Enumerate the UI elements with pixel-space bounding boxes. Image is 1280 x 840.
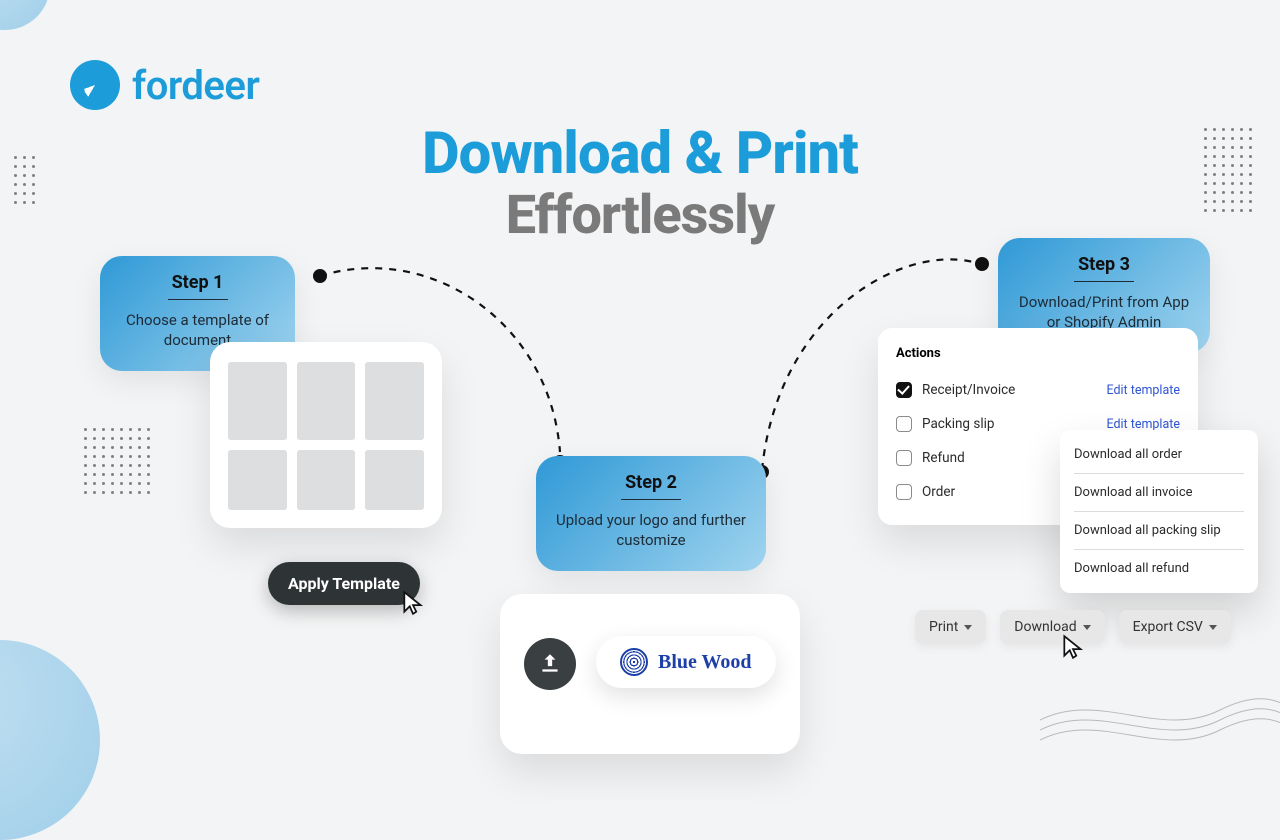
step-description: Upload your logo and further customize xyxy=(556,510,746,551)
checkbox[interactable] xyxy=(896,382,912,398)
template-tile[interactable] xyxy=(365,362,424,440)
cursor-icon xyxy=(400,590,426,616)
apply-template-button[interactable]: Apply Template xyxy=(268,562,420,605)
brand-logo: fordeer xyxy=(70,60,259,110)
chevron-down-icon xyxy=(1209,625,1217,630)
decoration-circle xyxy=(0,0,50,30)
brand-name: fordeer xyxy=(132,62,259,109)
checkbox[interactable] xyxy=(896,450,912,466)
action-row: Receipt/Invoice Edit template xyxy=(896,373,1180,407)
dropdown-item[interactable]: Download all packing slip xyxy=(1074,512,1244,550)
template-tile[interactable] xyxy=(228,362,287,440)
sample-logo-icon xyxy=(620,648,648,676)
divider xyxy=(1074,281,1134,282)
step-title: Step 3 xyxy=(1018,254,1190,275)
actions-heading: Actions xyxy=(896,346,1180,361)
dropdown-item[interactable]: Download all order xyxy=(1074,436,1244,474)
action-label: Refund xyxy=(922,450,965,466)
download-dropdown: Download all order Download all invoice … xyxy=(1060,430,1258,593)
button-label: Print xyxy=(929,619,958,635)
sample-logo-pill: Blue Wood xyxy=(596,636,776,688)
decoration-dots xyxy=(84,428,150,494)
template-picker-card xyxy=(210,342,442,528)
export-csv-button[interactable]: Export CSV xyxy=(1119,610,1231,644)
template-tile[interactable] xyxy=(365,450,424,510)
template-grid xyxy=(228,362,424,510)
template-tile[interactable] xyxy=(297,362,356,440)
button-label: Download xyxy=(1014,619,1076,635)
dropdown-item[interactable]: Download all invoice xyxy=(1074,474,1244,512)
page-title-line1: Download & Print xyxy=(0,120,1280,188)
print-button[interactable]: Print xyxy=(915,610,986,644)
divider xyxy=(168,299,228,300)
dropdown-item[interactable]: Download all refund xyxy=(1074,550,1244,587)
button-label: Export CSV xyxy=(1133,619,1203,635)
template-tile[interactable] xyxy=(228,450,287,510)
cursor-icon xyxy=(1060,634,1086,660)
checkbox[interactable] xyxy=(896,416,912,432)
step-description: Download/Print from App or Shopify Admin xyxy=(1018,292,1190,333)
action-label: Packing slip xyxy=(922,416,994,432)
chevron-down-icon xyxy=(964,625,972,630)
upload-icon[interactable] xyxy=(524,638,576,690)
divider xyxy=(621,499,681,500)
step-bubble-2: Step 2 Upload your logo and further cust… xyxy=(536,456,766,571)
download-button[interactable]: Download xyxy=(1000,610,1104,644)
action-label: Order xyxy=(922,484,955,500)
edit-template-link[interactable]: Edit template xyxy=(1106,383,1180,398)
decoration-circle xyxy=(0,640,100,840)
sample-logo-label: Blue Wood xyxy=(658,651,752,674)
template-tile[interactable] xyxy=(297,450,356,510)
chevron-down-icon xyxy=(1083,625,1091,630)
step-title: Step 1 xyxy=(120,272,275,293)
checkbox[interactable] xyxy=(896,484,912,500)
logo-mark-icon xyxy=(70,60,120,110)
step-title: Step 2 xyxy=(556,472,746,493)
action-label: Receipt/Invoice xyxy=(922,382,1015,398)
